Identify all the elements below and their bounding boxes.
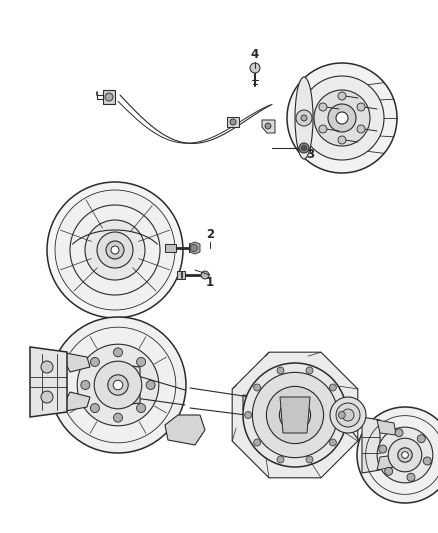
- Circle shape: [296, 110, 312, 126]
- Polygon shape: [103, 90, 115, 104]
- Polygon shape: [262, 120, 275, 133]
- Circle shape: [90, 403, 99, 413]
- Circle shape: [137, 403, 145, 413]
- Circle shape: [398, 448, 412, 462]
- Ellipse shape: [295, 77, 313, 159]
- Polygon shape: [227, 117, 239, 127]
- Circle shape: [342, 409, 354, 421]
- Circle shape: [41, 361, 53, 373]
- Circle shape: [301, 146, 307, 150]
- Polygon shape: [60, 352, 90, 372]
- Circle shape: [388, 438, 422, 472]
- Circle shape: [319, 125, 327, 133]
- Circle shape: [108, 375, 128, 395]
- Circle shape: [111, 246, 119, 254]
- Circle shape: [105, 93, 113, 101]
- Circle shape: [338, 411, 345, 418]
- Circle shape: [377, 427, 433, 483]
- Circle shape: [250, 63, 260, 73]
- Circle shape: [338, 136, 346, 144]
- Polygon shape: [30, 347, 67, 417]
- Circle shape: [329, 439, 336, 446]
- Circle shape: [106, 241, 124, 259]
- Circle shape: [201, 271, 209, 279]
- Circle shape: [230, 119, 236, 125]
- Circle shape: [338, 92, 346, 100]
- Circle shape: [314, 90, 370, 146]
- Polygon shape: [280, 397, 310, 433]
- Polygon shape: [165, 244, 176, 252]
- Polygon shape: [123, 365, 140, 405]
- Circle shape: [330, 397, 366, 433]
- Circle shape: [254, 384, 261, 391]
- Circle shape: [90, 358, 99, 366]
- Circle shape: [301, 115, 307, 121]
- Circle shape: [328, 104, 356, 132]
- Circle shape: [55, 190, 175, 310]
- Circle shape: [277, 367, 284, 374]
- Polygon shape: [243, 395, 270, 412]
- Circle shape: [113, 413, 123, 422]
- Circle shape: [395, 429, 403, 437]
- Circle shape: [357, 103, 365, 111]
- Circle shape: [306, 367, 313, 374]
- Circle shape: [146, 381, 155, 390]
- Text: 4: 4: [251, 49, 259, 61]
- Polygon shape: [177, 271, 185, 279]
- Circle shape: [357, 407, 438, 503]
- Circle shape: [287, 63, 397, 173]
- Circle shape: [252, 373, 338, 458]
- Circle shape: [423, 457, 431, 465]
- Polygon shape: [165, 415, 205, 445]
- Circle shape: [50, 317, 186, 453]
- Circle shape: [81, 381, 90, 390]
- Circle shape: [279, 399, 311, 431]
- Polygon shape: [190, 242, 200, 254]
- Circle shape: [265, 123, 271, 129]
- Circle shape: [97, 232, 133, 268]
- Polygon shape: [377, 420, 396, 435]
- Circle shape: [299, 143, 309, 153]
- Circle shape: [77, 344, 159, 426]
- Circle shape: [254, 439, 261, 446]
- Text: 1: 1: [206, 276, 214, 288]
- Circle shape: [243, 363, 347, 467]
- Circle shape: [47, 182, 183, 318]
- Circle shape: [137, 358, 145, 366]
- Circle shape: [417, 435, 425, 443]
- Circle shape: [336, 112, 348, 124]
- Polygon shape: [232, 352, 358, 478]
- Circle shape: [113, 380, 123, 390]
- Text: 3: 3: [306, 149, 314, 161]
- Circle shape: [41, 391, 53, 403]
- Circle shape: [385, 467, 393, 475]
- Circle shape: [245, 411, 252, 418]
- Circle shape: [191, 245, 198, 252]
- Circle shape: [336, 403, 360, 427]
- Circle shape: [357, 125, 365, 133]
- Circle shape: [85, 220, 145, 280]
- Circle shape: [329, 384, 336, 391]
- Circle shape: [402, 451, 408, 458]
- Circle shape: [266, 386, 324, 443]
- Circle shape: [306, 456, 313, 463]
- Circle shape: [319, 103, 327, 111]
- Circle shape: [407, 473, 415, 481]
- Polygon shape: [60, 392, 90, 412]
- Circle shape: [113, 348, 123, 357]
- Polygon shape: [377, 455, 396, 470]
- Circle shape: [379, 445, 387, 453]
- Circle shape: [300, 76, 384, 160]
- Polygon shape: [362, 417, 380, 473]
- Circle shape: [277, 456, 284, 463]
- Circle shape: [94, 361, 142, 409]
- Text: 2: 2: [206, 229, 214, 241]
